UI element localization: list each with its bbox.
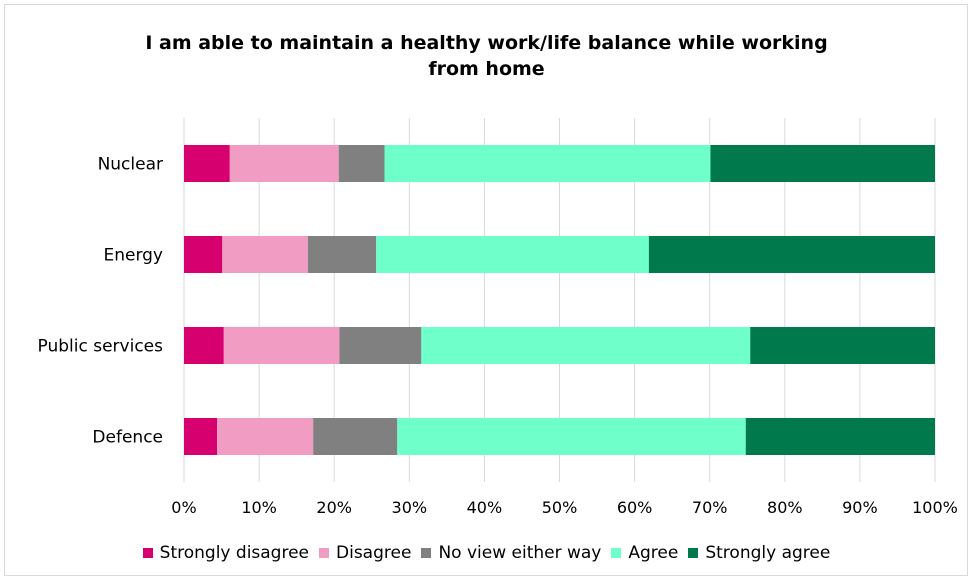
bar-segment <box>750 327 935 364</box>
bar-segment <box>384 145 711 182</box>
bar-segment <box>376 236 649 273</box>
legend-item: Strongly disagree <box>142 543 310 563</box>
bar-segment <box>339 327 422 364</box>
chart-legend: Strongly disagree Disagree No view either … <box>0 541 973 565</box>
legend-swatch <box>142 548 153 558</box>
bar-segment <box>229 145 339 182</box>
legend-swatch <box>421 548 432 558</box>
bar-segment <box>223 327 340 364</box>
x-tick-label: 50% <box>542 498 578 517</box>
bar-segment <box>313 418 398 455</box>
chart-title: I am able to maintain a healthy work/lif… <box>0 30 973 82</box>
x-tick-label: 40% <box>467 498 503 517</box>
chart-title-line-1: I am able to maintain a healthy work/lif… <box>145 32 828 54</box>
category-label: Defence <box>92 428 163 448</box>
bar-segment <box>184 327 224 364</box>
bar-segment <box>184 236 223 273</box>
bar-segment <box>184 418 218 455</box>
x-tick-label: 0% <box>171 498 196 517</box>
x-tick-label: 90% <box>842 498 878 517</box>
bar-segment <box>184 145 230 182</box>
bar-segment <box>421 327 751 364</box>
x-tick-label: 10% <box>241 498 277 517</box>
legend-label: No view either way <box>438 543 602 563</box>
bar-segment <box>648 236 935 273</box>
x-tick-label: 30% <box>392 498 428 517</box>
bar-segment <box>222 236 308 273</box>
bar-segment <box>307 236 377 273</box>
legend-label: Agree <box>628 543 679 563</box>
bar-segment <box>745 418 935 455</box>
bar-segment <box>397 418 746 455</box>
x-tick-label: 60% <box>617 498 653 517</box>
chart-frame <box>4 4 968 576</box>
legend-swatch <box>611 548 622 558</box>
bar-segment <box>217 418 314 455</box>
legend-label: Disagree <box>336 543 412 563</box>
category-label: Energy <box>103 246 163 266</box>
legend-swatch <box>688 548 699 558</box>
category-label: Public services <box>38 337 164 357</box>
legend-item: Strongly agree <box>688 543 830 563</box>
x-tick-label: 80% <box>767 498 803 517</box>
x-tick-label: 20% <box>316 498 352 517</box>
legend-label: Strongly disagree <box>159 543 310 563</box>
legend-item: Disagree <box>319 543 411 563</box>
bar-segment <box>338 145 385 182</box>
chart-title-line-2: from home <box>428 58 545 80</box>
legend-swatch <box>319 548 330 558</box>
x-tick-label: 100% <box>912 498 958 517</box>
x-tick-label: 70% <box>692 498 728 517</box>
legend-item: Agree <box>611 543 678 563</box>
legend-item: No view either way <box>421 543 601 563</box>
category-label: Nuclear <box>98 155 163 175</box>
legend-label: Strongly agree <box>705 543 831 563</box>
bar-segment <box>710 145 935 182</box>
